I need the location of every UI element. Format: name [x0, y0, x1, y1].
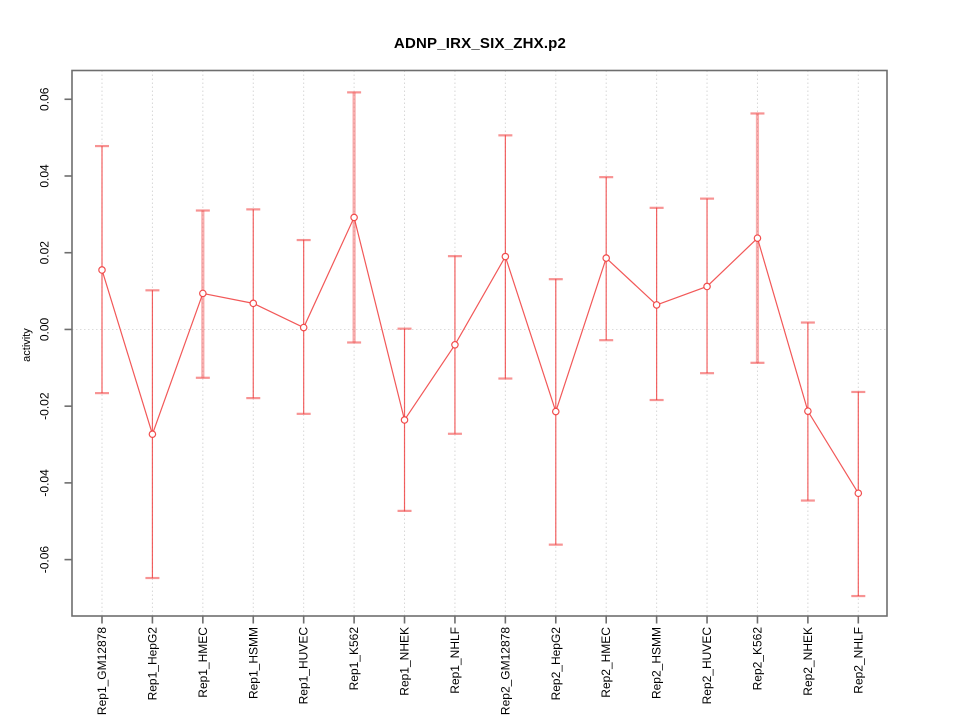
x-tick-label: Rep1_K562	[347, 627, 361, 691]
y-tick-label: -0.06	[38, 546, 52, 574]
x-tick-label: Rep2_HepG2	[549, 627, 563, 701]
data-point	[551, 407, 560, 416]
data-point	[753, 234, 762, 242]
series-line	[101, 215, 859, 494]
data-point	[501, 252, 510, 261]
x-tick-label: Rep1_NHLF	[448, 627, 462, 694]
y-axis-title: activity	[21, 328, 33, 362]
x-tick-label: Rep2_NHEK	[801, 627, 815, 696]
data-point	[199, 289, 207, 298]
data-point	[299, 323, 308, 332]
x-tick-label: Rep1_HUVEC	[297, 627, 311, 705]
y-tick-label: 0.06	[38, 87, 52, 111]
data-point	[854, 489, 863, 498]
data-points	[98, 213, 863, 498]
x-tick-label: Rep2_K562	[750, 627, 764, 691]
data-point	[350, 213, 358, 222]
chart-title: ADNP_IRX_SIX_ZHX.p2	[393, 35, 567, 52]
y-tick-label: -0.02	[38, 392, 52, 420]
y-tick-label: 0.04	[38, 164, 52, 188]
x-tick-label: Rep2_HMEC	[599, 627, 613, 698]
data-point	[249, 299, 258, 308]
x-tick-label: Rep2_HSMM	[650, 627, 664, 699]
y-tick-label: -0.04	[38, 469, 52, 497]
data-point	[400, 416, 409, 424]
x-axis: Rep1_GM12878 Rep1_HepG2 Rep1_HMEC Rep1_HSMM…	[95, 616, 865, 715]
y-tick-label: 0.00	[38, 317, 52, 341]
data-point	[602, 254, 611, 262]
plot-frame	[71, 69, 888, 617]
data-point	[703, 282, 711, 291]
data-point	[148, 430, 157, 438]
data-point	[451, 340, 459, 349]
x-tick-label: Rep1_HepG2	[145, 627, 159, 701]
data-point	[652, 301, 661, 309]
y-tick-label: 0.02	[38, 241, 52, 265]
data-point	[804, 407, 812, 415]
data-point	[98, 266, 106, 274]
x-tick-label: Rep1_HMEC	[196, 627, 210, 698]
x-tick-label: Rep1_HSMM	[246, 627, 260, 699]
x-tick-label: Rep2_HUVEC	[700, 627, 714, 705]
x-tick-label: Rep2_NHLF	[851, 627, 865, 694]
x-tick-label: Rep1_NHEK	[398, 627, 412, 696]
y-axis: 0.06 0.04 0.02 0.00 -0.02 -0.04 -0.06	[38, 87, 72, 574]
x-tick-label: Rep1_GM12878	[95, 627, 109, 715]
error-bars	[95, 91, 866, 598]
x-tick-label: Rep2_GM12878	[498, 627, 512, 715]
plot-grid	[72, 70, 887, 616]
